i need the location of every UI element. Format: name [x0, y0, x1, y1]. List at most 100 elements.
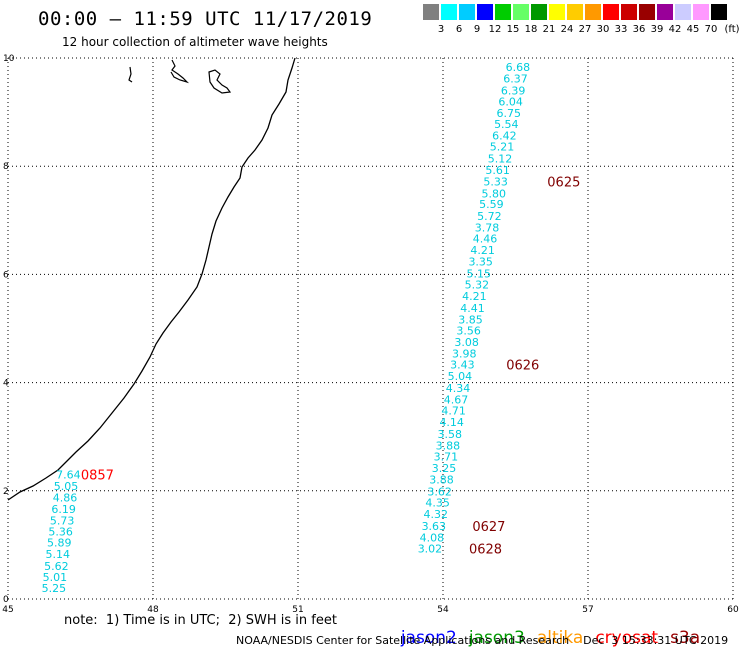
legend-swatch: [693, 4, 709, 20]
legend-label: 21: [542, 24, 556, 35]
legend-label: 42: [668, 24, 682, 35]
wave-height-value: 5.72: [477, 210, 502, 223]
legend-label: 33: [614, 24, 628, 35]
legend-swatch: [567, 4, 583, 20]
x-tick-label: 60: [727, 605, 739, 615]
wave-height-value: 3.02: [418, 543, 443, 556]
pass-time-label: 0626: [506, 359, 539, 374]
map-grid: [7, 57, 734, 600]
wave-height-value: 6.75: [496, 107, 521, 120]
legend-swatch: [495, 4, 511, 20]
wave-height-value: 5.54: [494, 118, 519, 131]
legend-label: 15: [506, 24, 520, 35]
y-tick-label: 4: [3, 379, 9, 389]
wave-height-value: 4.08: [420, 531, 445, 544]
wave-height-value: 3.58: [438, 428, 463, 441]
wave-height-value: 4.34: [446, 382, 471, 395]
island-1: [128, 66, 133, 83]
pass-time-label: 0627: [472, 520, 505, 535]
footer-note: note: 1) Time is in UTC; 2) SWH is in fe…: [64, 613, 337, 628]
satellite-altika: altika: [536, 628, 584, 648]
pass-time-label: 0857: [81, 469, 114, 484]
wave-height-value: 3.56: [456, 325, 481, 338]
wave-height-value: 4.35: [425, 497, 450, 510]
wave-height-value: 5.89: [47, 537, 72, 550]
x-tick-label: 45: [2, 605, 13, 615]
pass-time-labels: 0857 0625 0626 0627 0628: [81, 175, 581, 557]
pass-time-label: 0625: [547, 175, 580, 190]
wave-height-value: 3.35: [468, 255, 493, 268]
legend-swatch: [531, 4, 547, 20]
wave-height-value: 5.62: [44, 560, 69, 573]
wave-height-value: 5.36: [48, 525, 73, 538]
legend-swatch: [477, 4, 493, 20]
legend-swatch: [675, 4, 691, 20]
wave-height-value: 5.25: [42, 582, 67, 595]
wave-height-value: 4.71: [441, 405, 466, 418]
legend-label: 3: [437, 24, 445, 35]
legend-swatch: [711, 4, 727, 20]
coastline: [7, 57, 296, 501]
wave-height-value: 7.64: [56, 469, 81, 482]
wave-height-value: 6.42: [492, 129, 517, 142]
wave-height-value: 5.12: [488, 153, 513, 166]
wave-height-value: 4.14: [439, 416, 464, 429]
island-2: [170, 59, 190, 84]
wave-height-value: 6.68: [506, 61, 531, 74]
wave-height-value: 4.67: [444, 393, 469, 406]
legend-label: 45: [686, 24, 700, 35]
wave-height-value: 4.32: [424, 508, 449, 521]
legend-swatch: [459, 4, 475, 20]
legend-swatch: [423, 4, 439, 20]
legend-label: 18: [524, 24, 538, 35]
wave-height-value: 6.39: [501, 84, 526, 97]
wave-height-value: 3.43: [450, 359, 475, 372]
wave-height-value: 3.98: [452, 347, 477, 360]
legend-unit: (ft): [724, 24, 740, 35]
page-subtitle: 12 hour collection of altimeter wave hei…: [62, 35, 328, 49]
axis-tick-labels: 45 48 51 54 57 60 0 2 4 6 8 10: [2, 54, 739, 615]
y-tick-label: 2: [3, 487, 9, 497]
legend-label: 12: [488, 24, 502, 35]
legend-swatch: [639, 4, 655, 20]
altimeter-track-east: 6.686.376.396.046.755.546.425.215.125.61…: [418, 61, 530, 555]
y-tick-label: 0: [3, 595, 9, 605]
x-tick-label: 57: [582, 605, 593, 615]
wave-height-value: 5.32: [465, 279, 490, 292]
legend-label: 30: [596, 24, 610, 35]
wave-height-value: 5.80: [482, 187, 507, 200]
pass-time-label: 0628: [469, 543, 502, 558]
wave-height-value: 5.21: [490, 141, 515, 154]
legend-swatch: [603, 4, 619, 20]
satellite-legend: jason2 jason3 altika cryosat s3a: [390, 608, 712, 648]
altimeter-track-west: 7.645.054.866.195.735.365.895.145.625.01…: [42, 469, 81, 596]
legend-label: 24: [560, 24, 574, 35]
wave-height-value: 4.86: [53, 491, 78, 504]
wave-height-value: 4.41: [460, 302, 485, 315]
wave-height-value: 5.73: [50, 515, 75, 528]
wave-height-value: 4.21: [462, 290, 487, 303]
wave-height-value: 4.46: [473, 233, 498, 246]
satellite-s3a: s3a: [670, 628, 701, 648]
wave-height-value: 5.14: [46, 548, 71, 561]
legend-swatch: [621, 4, 637, 20]
wave-height-value: 3.78: [475, 221, 500, 234]
y-tick-label: 10: [3, 54, 15, 64]
wave-height-value: 3.08: [454, 336, 479, 349]
wave-height-value: 6.37: [503, 73, 528, 86]
legend-label: 9: [473, 24, 481, 35]
credit-line: NOAA/NESDIS Center for Satellite Applica…: [236, 634, 729, 647]
wave-height-value: 5.04: [448, 370, 473, 383]
legend-swatch: [513, 4, 529, 20]
islands: [128, 59, 232, 94]
legend-swatch: [657, 4, 673, 20]
legend-swatch: [585, 4, 601, 20]
wave-height-value: 3.88: [436, 439, 461, 452]
wave-height-value: 3.85: [458, 313, 483, 326]
x-tick-label: 51: [292, 605, 303, 615]
y-tick-label: 8: [3, 162, 9, 172]
wave-height-value: 3.62: [427, 485, 452, 498]
wave-height-value: 5.05: [54, 480, 79, 493]
wave-height-value: 6.19: [51, 503, 76, 516]
